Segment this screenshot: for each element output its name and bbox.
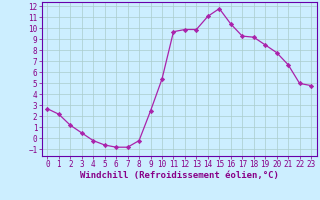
X-axis label: Windchill (Refroidissement éolien,°C): Windchill (Refroidissement éolien,°C) bbox=[80, 171, 279, 180]
